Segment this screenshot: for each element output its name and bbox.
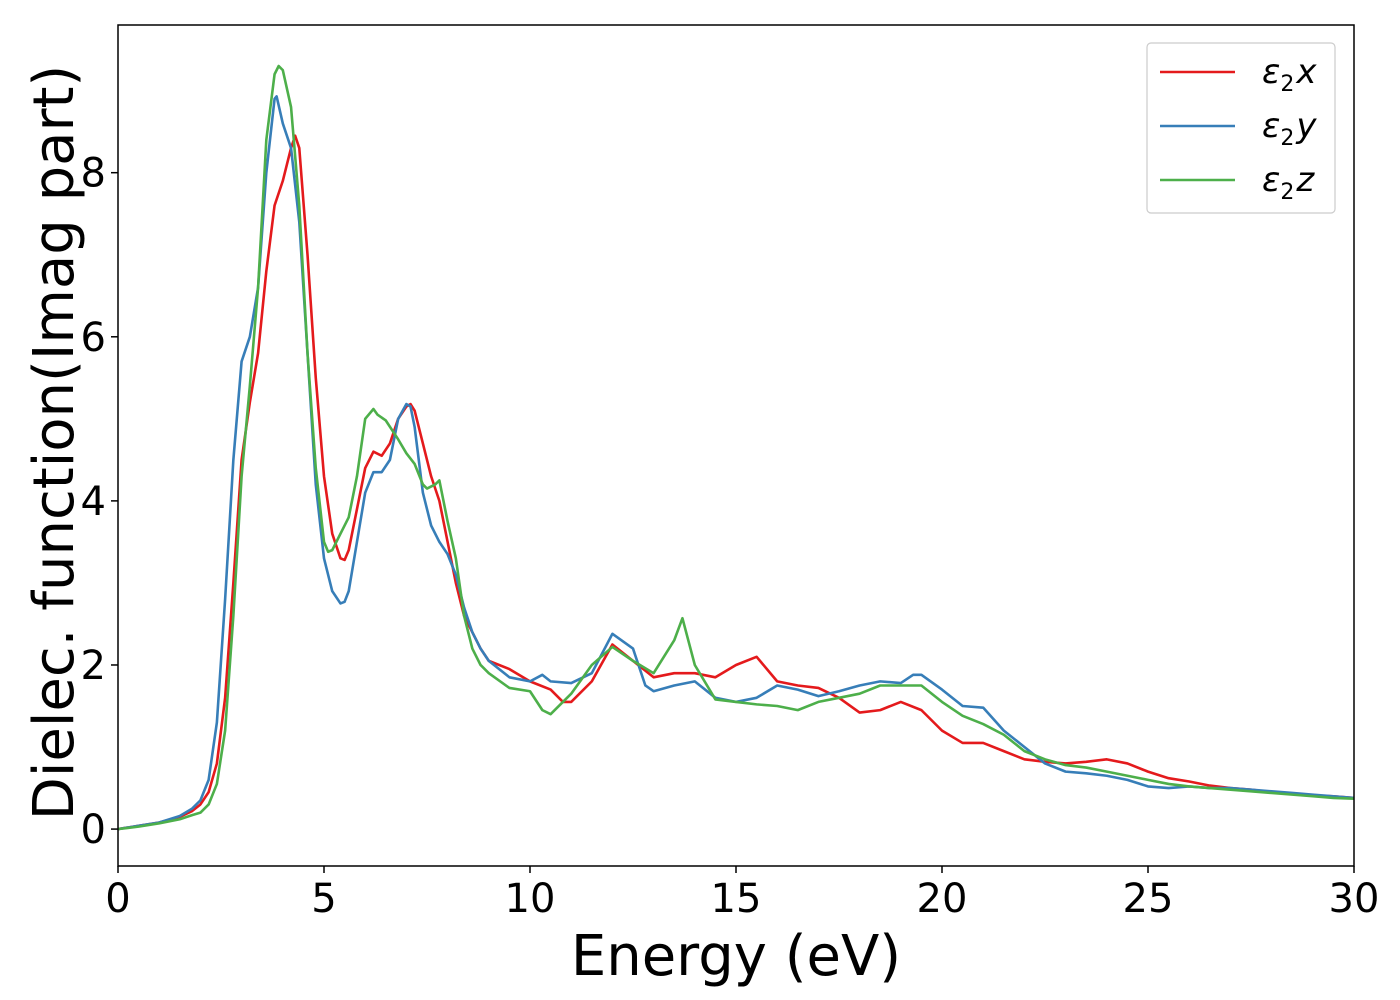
legend-box [1146,42,1336,214]
x-axis-label: Energy (eV) [571,924,901,989]
x-tick-label: 20 [917,876,968,922]
legend-label-y: ε2y [1262,106,1317,151]
y-tick-label: 6 [81,315,106,361]
x-tick-label: 5 [311,876,336,922]
y-axis-label: Dielec. function(Imag part) [22,65,87,821]
y-tick-label: 4 [81,479,106,525]
legend-label-z: ε2z [1262,160,1315,205]
x-tick-label: 15 [711,876,762,922]
x-tick-label: 0 [105,876,130,922]
y-tick-label: 8 [81,151,106,197]
series-line-z [118,64,1354,831]
y-tick-label: 2 [81,643,106,689]
legend: ε2x ε2y ε2z [1146,42,1336,214]
series-layer [118,64,1354,831]
y-tick-label: 0 [81,807,106,853]
legend-label-x: ε2x [1262,52,1317,97]
series-line-x [118,134,1354,831]
x-tick-label: 25 [1123,876,1174,922]
x-tick-label: 10 [505,876,556,922]
x-tick-label: 30 [1329,876,1380,922]
ticks-layer: 0 5 10 15 20 25 30 0 2 4 6 8 [81,151,1380,922]
series-line-y [118,95,1354,831]
